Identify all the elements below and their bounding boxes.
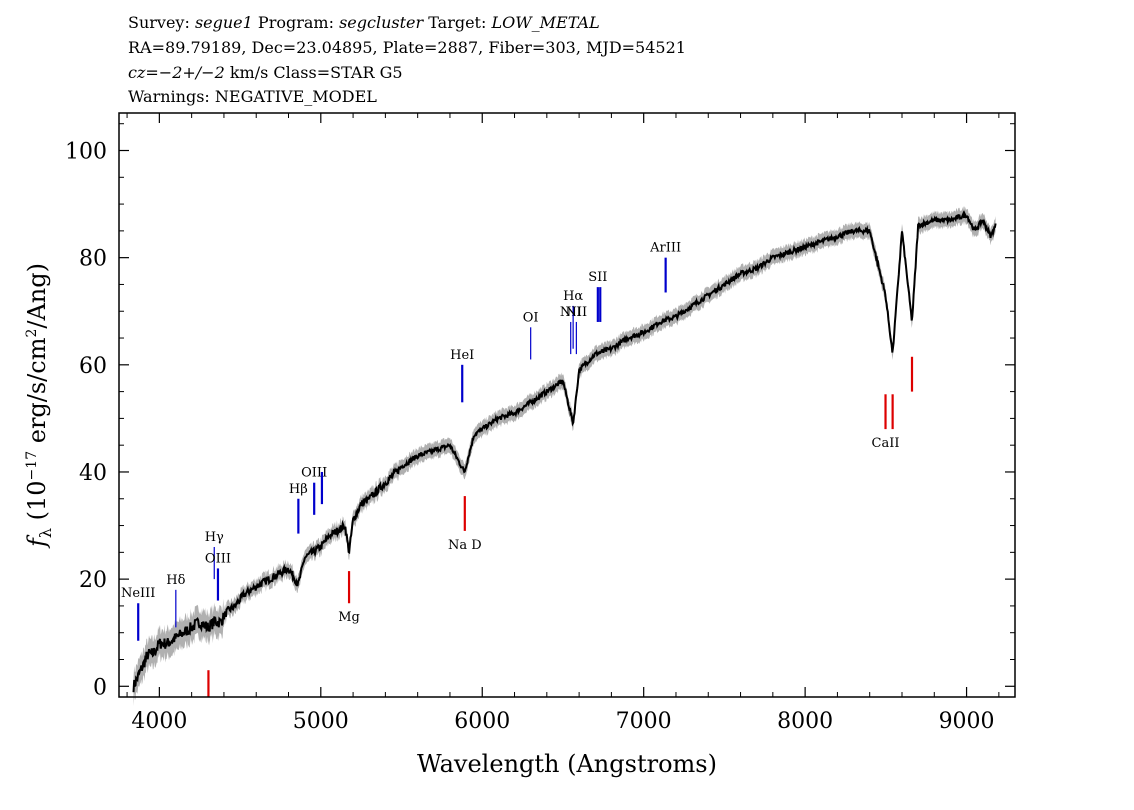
error-band [133, 206, 996, 707]
emission-line-label: NeIII [121, 586, 155, 601]
program-label: Program: [257, 13, 334, 32]
header-line-3: cz=−2+/−2 km/s Class=STAR G5 [128, 63, 403, 83]
emission-line-label: OI [523, 310, 539, 325]
y-tick-label: 20 [79, 568, 107, 593]
target-value: LOW_METAL [491, 13, 600, 32]
absorption-line-label: Na D [448, 538, 482, 553]
y-axis-lambda: λ [36, 528, 55, 538]
x-tick-label: 6000 [454, 709, 510, 734]
axis-ticks: 4000 5000 6000 7000 8000 9000 0 20 40 60 80 100 [65, 113, 1015, 734]
spectrum-layer [132, 206, 997, 707]
class-text: km/s Class=STAR G5 [224, 63, 403, 82]
redshift-value: cz=−2+/−2 [128, 63, 225, 82]
y-axis-title: fλ (10−17 erg/s/cm2/Ang) [23, 263, 55, 549]
target-label: Target: [428, 13, 487, 32]
y-tick-label: 0 [93, 675, 107, 700]
y-axis-exponent: −17 [24, 451, 40, 481]
emission-line-label: Hα [563, 289, 583, 304]
emission-line-label: HeI [450, 348, 474, 363]
absorption-line-label: CaII [872, 436, 900, 451]
y-tick-label: 60 [79, 354, 107, 379]
header-line-1: Survey: segue1 Program: segcluster Targe… [128, 13, 600, 33]
warnings-line: Warnings: NEGATIVE_MODEL [128, 87, 377, 106]
emission-line-label: Hβ [289, 482, 308, 497]
y-axis-exponent-2: 2 [24, 329, 40, 338]
x-tick-label: 4000 [131, 709, 187, 734]
y-axis-units-mid: erg/s/cm [23, 337, 51, 451]
emission-line-label: OIII [301, 466, 327, 481]
emission-line-label: OIII [205, 551, 231, 566]
y-tick-label: 40 [79, 461, 107, 486]
y-tick-label: 80 [79, 247, 107, 272]
x-tick-label: 7000 [616, 709, 672, 734]
emission-line-label: Hδ [166, 573, 185, 588]
y-tick-label: 100 [65, 140, 107, 165]
x-tick-label: 8000 [777, 709, 833, 734]
emission-line-label: NII [566, 305, 588, 320]
emission-line-label: ArIII [649, 241, 681, 256]
emission-line-label: SII [588, 270, 607, 285]
y-axis-units-end: /Ang) [23, 263, 51, 329]
x-axis-title: Wavelength (Angstroms) [417, 750, 717, 778]
header-line-2: RA=89.79189, Dec=23.04895, Plate=2887, F… [128, 38, 686, 57]
survey-label: Survey: [128, 13, 190, 32]
absorption-line-label: Mg [338, 610, 360, 625]
plot-frame [118, 112, 1016, 698]
survey-value: segue1 [194, 13, 253, 32]
y-axis-units-open: (10 [23, 480, 51, 528]
emission-line-label: NII [560, 305, 582, 320]
x-tick-label: 5000 [293, 709, 349, 734]
spectrum-line [132, 210, 997, 693]
emission-line-label: Hγ [205, 530, 224, 545]
x-tick-label: 9000 [939, 709, 995, 734]
program-value: segcluster [339, 13, 424, 32]
